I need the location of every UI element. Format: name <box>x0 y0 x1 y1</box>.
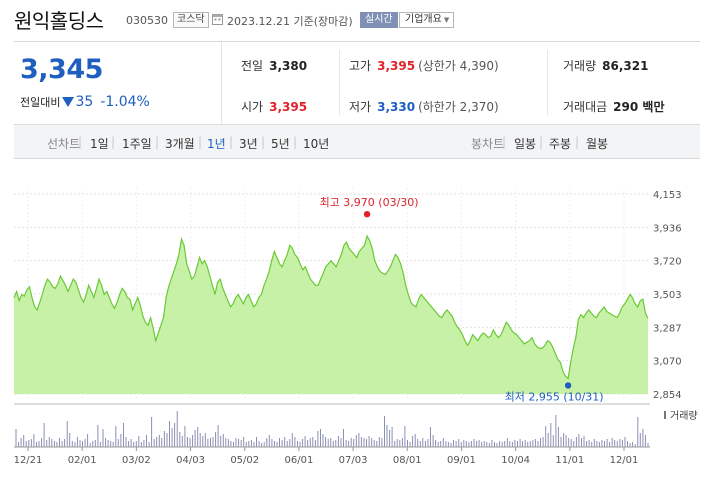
x-tick-label: 11/01 <box>555 455 584 466</box>
realtime-button[interactable]: 실시간 <box>360 12 398 28</box>
high-annotation: 최고 3,970 (03/30) <box>320 196 419 209</box>
prev-close-value: 3,380 <box>269 59 308 73</box>
divider: | <box>261 135 266 149</box>
low-cell: 저가 3,330 (하한가 2,370) <box>349 98 499 115</box>
high-label: 고가 <box>349 59 372 73</box>
y-tick-label: 3,287 <box>653 323 682 334</box>
stock-code: 030530 <box>126 14 168 27</box>
current-price-panel: 3,345 전일대비 35 -1.04% <box>14 42 222 124</box>
change-amount: 35 <box>75 94 94 110</box>
open-label: 시가 <box>241 100 264 114</box>
lower-limit: (하한가 2,370) <box>418 100 499 114</box>
volume-label: 거래량 <box>563 59 597 73</box>
divider: | <box>198 135 203 149</box>
divider <box>547 50 548 116</box>
price-change: 전일대비 35 -1.04% <box>20 94 150 110</box>
y-tick-label: 3,936 <box>653 223 682 234</box>
tab-1d[interactable]: 1일 <box>90 137 109 151</box>
trading-value-label: 거래대금 <box>563 100 608 114</box>
volume-legend-swatch <box>664 411 666 419</box>
divider: | <box>502 135 507 149</box>
open-cell: 시가 3,395 <box>241 98 307 115</box>
stock-name: 원익홀딩스 <box>14 9 104 33</box>
tab-1w[interactable]: 1주일 <box>122 137 152 151</box>
chevron-down-icon: ▼ <box>443 16 450 24</box>
y-tick-label: 3,503 <box>653 290 682 301</box>
down-triangle-icon <box>62 97 75 107</box>
x-tick-label: 08/01 <box>393 455 422 466</box>
x-axis-labels: 12/21 02/01 03/02 04/03 05/02 06/01 07/03 08/01… <box>14 447 639 466</box>
current-price: 3,345 <box>20 54 103 85</box>
high-marker <box>363 210 371 218</box>
price-area <box>14 236 648 394</box>
tab-daily[interactable]: 일봉 <box>514 137 537 151</box>
divider: | <box>111 135 116 149</box>
y-tick-label: 4,153 <box>653 190 682 201</box>
x-tick-label: 09/01 <box>447 455 476 466</box>
tab-1y[interactable]: 1년 <box>207 137 226 151</box>
calendar-icon <box>212 14 223 25</box>
divider: | <box>78 135 83 149</box>
price-line <box>13 234 649 380</box>
price-chart: 4,153 3,936 3,720 3,503 3,287 3,070 2,854 최고 3… <box>0 160 714 487</box>
divider: | <box>575 135 580 149</box>
tab-3m[interactable]: 3개월 <box>165 137 195 151</box>
change-percent: -1.04% <box>100 94 150 110</box>
divider: | <box>229 135 234 149</box>
market-badge: 코스닥 <box>173 12 209 28</box>
price-summary: 3,345 전일대비 35 -1.04% 전일 3,380 고가 3,395 (상한가 4… <box>14 41 700 124</box>
change-label: 전일대비 <box>20 96 61 109</box>
x-tick-label: 05/02 <box>230 455 259 466</box>
y-tick-label: 2,854 <box>653 390 682 401</box>
x-tick-label: 02/01 <box>68 455 97 466</box>
x-tick-label: 12/21 <box>14 455 43 466</box>
trading-value: 290 백만 <box>613 100 665 114</box>
high-value: 3,395 <box>377 59 416 73</box>
tab-5y[interactable]: 5년 <box>271 137 290 151</box>
divider: | <box>539 135 544 149</box>
divider <box>339 50 340 116</box>
low-marker <box>564 382 572 389</box>
tab-10y[interactable]: 10년 <box>303 137 330 151</box>
company-info-label: 기업개요 <box>405 14 442 25</box>
volume-bars <box>15 411 649 447</box>
divider: | <box>293 135 298 149</box>
volume-value: 86,321 <box>602 59 649 73</box>
prev-close-cell: 전일 3,380 <box>241 57 307 74</box>
as-of-date: 2023.12.21 기준(장마감) <box>227 15 353 28</box>
chart-period-tabs: 선차트 | 1일 | 1주일 | 3개월 | 1년 | 3년 | 5년 | 10… <box>14 124 700 159</box>
stock-header: 원익홀딩스 030530 코스닥 2023.12.21 기준(장마감) 실시간 … <box>0 0 714 40</box>
y-axis-labels: 4,153 3,936 3,720 3,503 3,287 3,070 2,854 <box>653 190 682 401</box>
trading-value-cell: 거래대금 290 백만 <box>563 98 664 115</box>
x-tick-label: 07/03 <box>339 455 368 466</box>
high-cell: 고가 3,395 (상한가 4,390) <box>349 57 499 74</box>
x-tick-label: 04/03 <box>176 455 205 466</box>
low-annotation: 최저 2,955 (10/31) <box>505 390 604 403</box>
x-tick-label: 10/04 <box>501 455 530 466</box>
open-value: 3,395 <box>269 100 308 114</box>
company-info-dropdown[interactable]: 기업개요 ▼ <box>399 12 455 28</box>
tab-weekly[interactable]: 주봉 <box>549 137 572 151</box>
tab-monthly[interactable]: 월봉 <box>586 137 609 151</box>
price-chart-svg: 4,153 3,936 3,720 3,503 3,287 3,070 2,854 최고 3… <box>13 188 698 466</box>
volume-cell: 거래량 86,321 <box>563 57 648 74</box>
y-tick-label: 3,070 <box>653 357 682 368</box>
x-tick-label: 12/01 <box>610 455 639 466</box>
x-tick-label: 03/02 <box>122 455 151 466</box>
low-value: 3,330 <box>377 100 416 114</box>
low-label: 저가 <box>349 100 372 114</box>
volume-legend: 거래량 <box>670 410 698 422</box>
y-tick-label: 3,720 <box>653 257 682 268</box>
candle-chart-caption: 봉차트 <box>471 137 505 151</box>
divider: | <box>155 135 160 149</box>
line-chart-caption: 선차트 <box>47 137 81 151</box>
tab-3y[interactable]: 3년 <box>239 137 258 151</box>
prev-close-label: 전일 <box>241 59 264 73</box>
upper-limit: (상한가 4,390) <box>418 59 499 73</box>
x-tick-label: 06/01 <box>284 455 313 466</box>
